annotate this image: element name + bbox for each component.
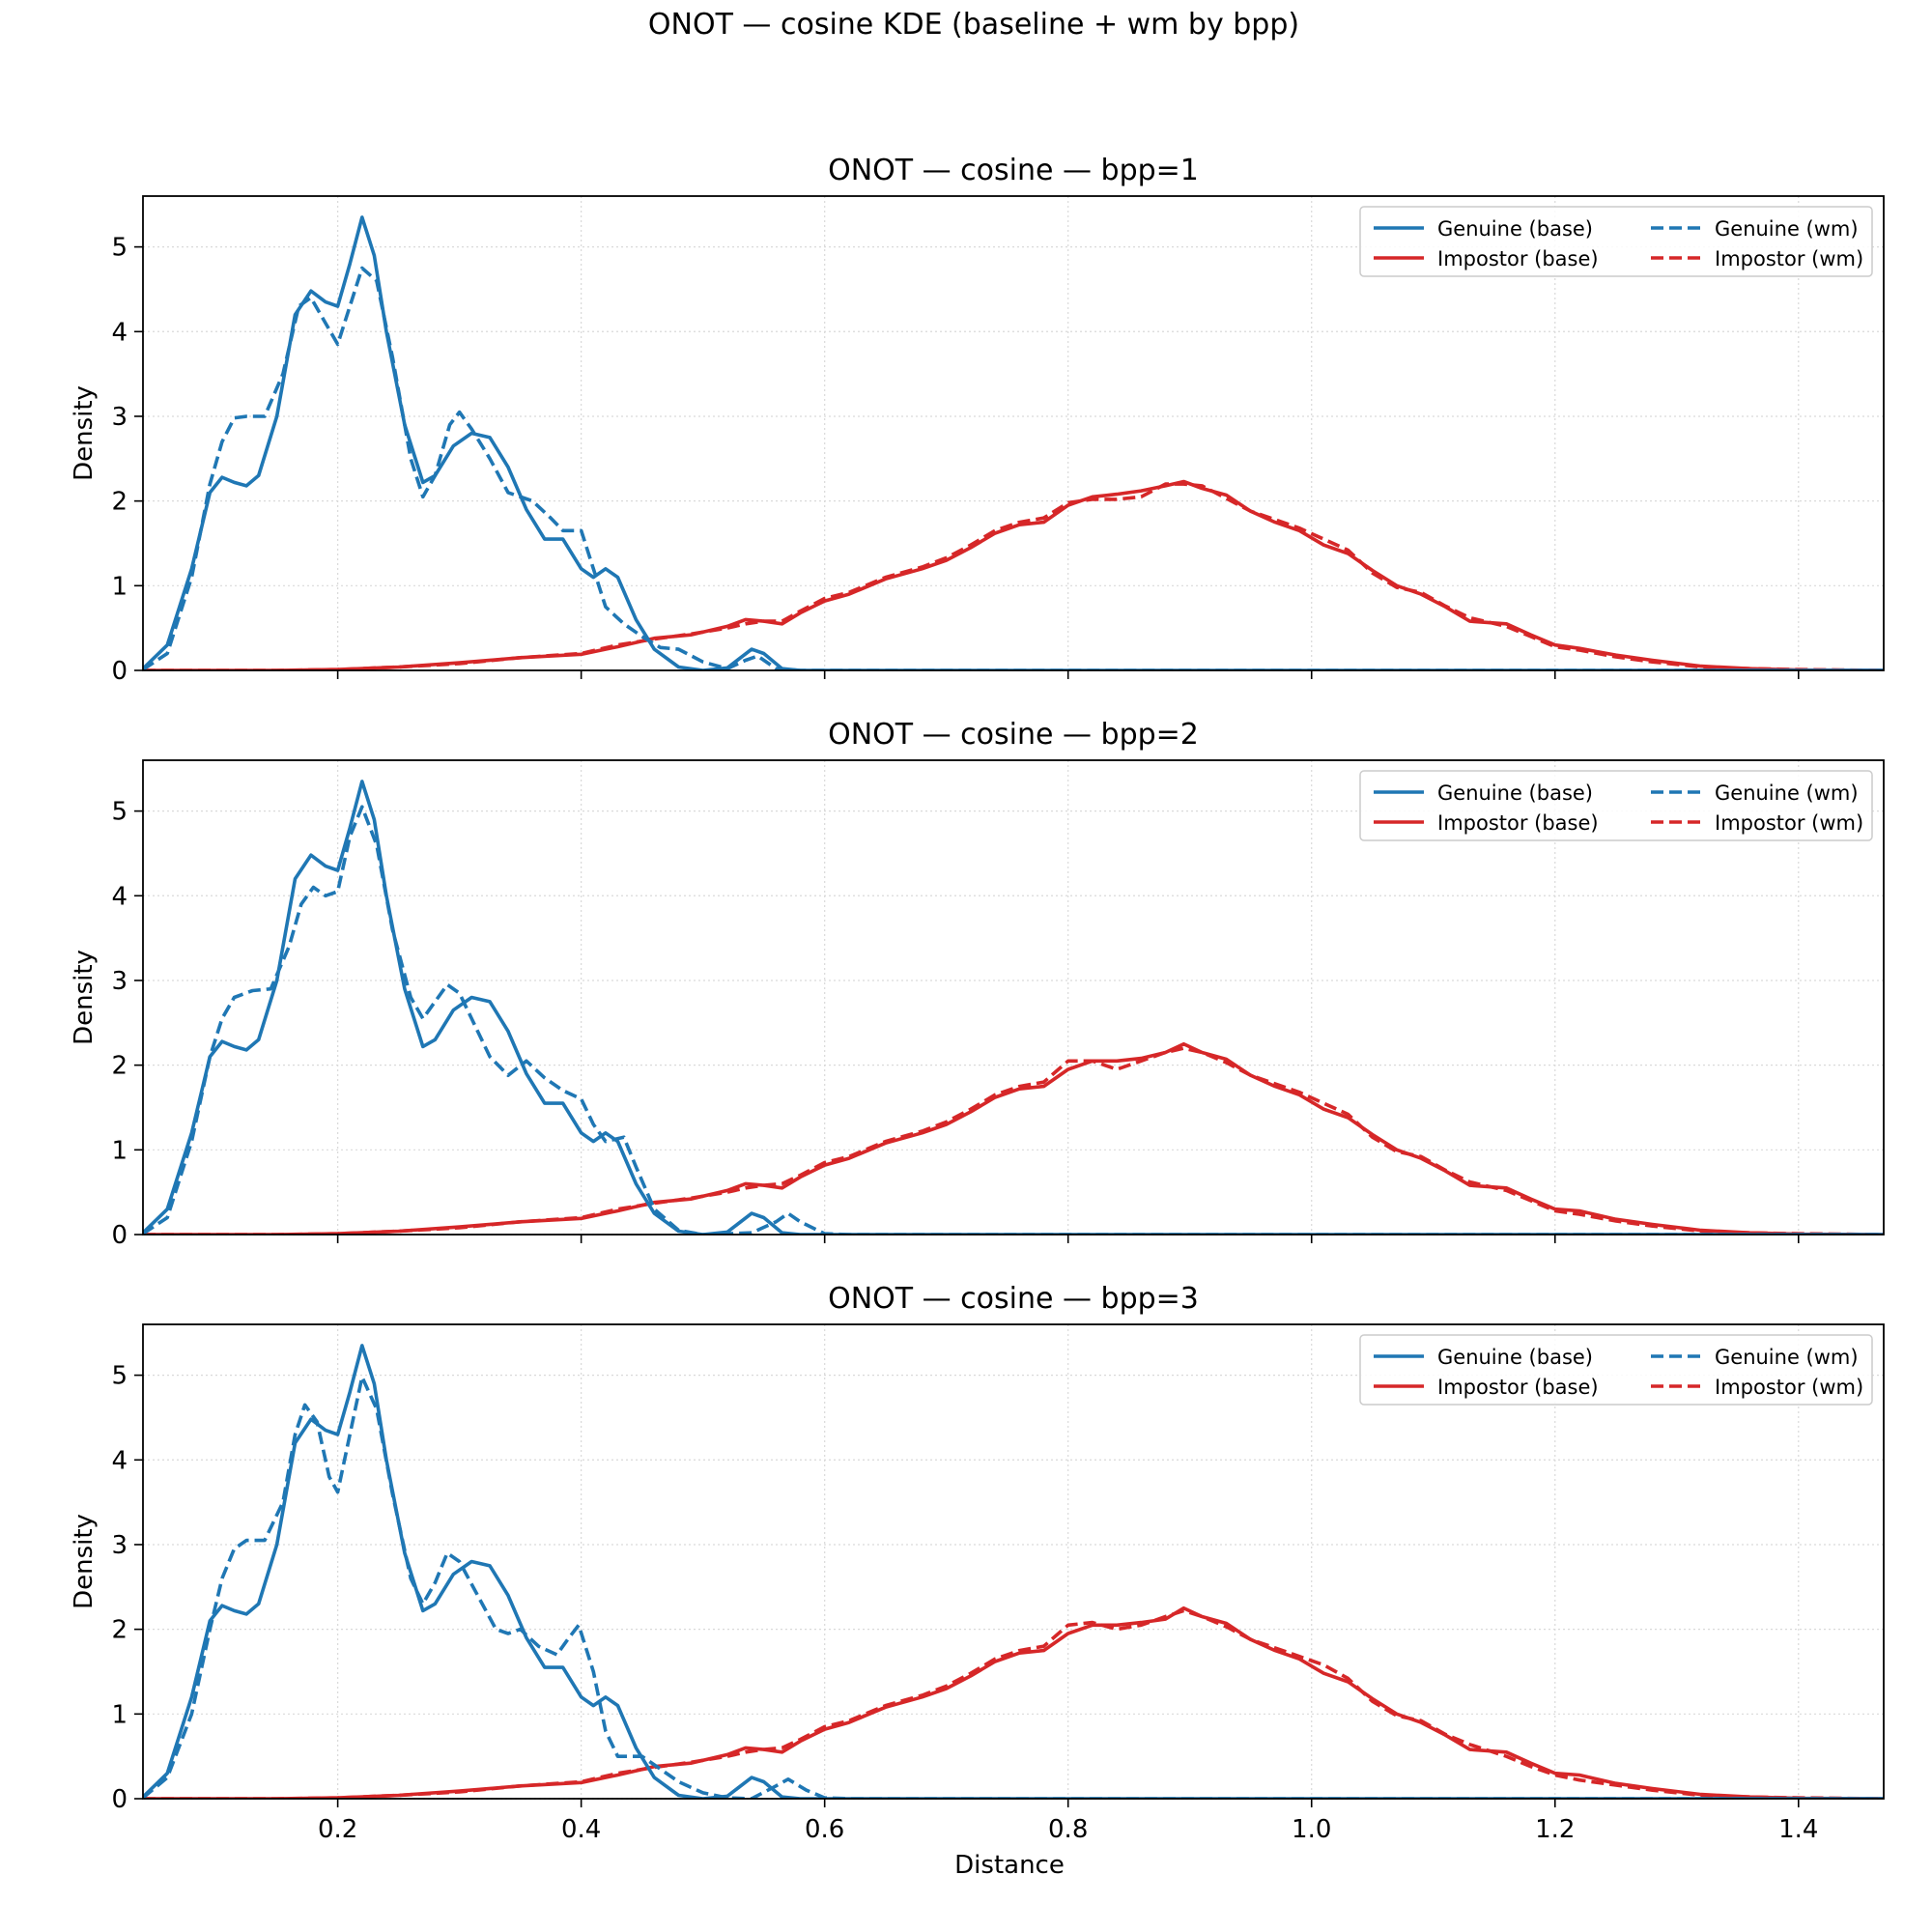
legend-label: Impostor (wm) — [1715, 247, 1863, 270]
series-line-impostor-wm — [143, 1608, 1884, 1799]
y-axis-label: Density — [70, 1514, 99, 1609]
legend-label: Genuine (wm) — [1715, 1346, 1859, 1369]
chart-panel-3: 0.2 0.4 0.6 0.8 1.0 1.2 1.4 0 1 2 3 4 5 Density ONOT —… — [70, 1282, 1885, 1844]
x-axis-label: Distance — [954, 1851, 1065, 1880]
chart-panel-2: 0 1 2 3 4 5 Density ONOT — cosine — bpp=2 Genuin… — [70, 718, 1885, 1250]
series-line-genuine-base — [143, 215, 1884, 670]
legend-label: Genuine (wm) — [1715, 781, 1859, 805]
legend-label: Impostor (base) — [1437, 1376, 1599, 1399]
y-tick-label: 3 — [111, 1531, 128, 1560]
figure-suptitle: ONOT — cosine KDE (baseline + wm by bpp) — [648, 8, 1299, 42]
axes-frame — [142, 1323, 1885, 1800]
legend-label: Genuine (base) — [1437, 217, 1593, 241]
y-tick-label: 0 — [111, 1785, 128, 1814]
y-tick-label: 4 — [111, 882, 128, 911]
y-tick-label: 4 — [111, 1446, 128, 1475]
y-tick-label: 0 — [111, 1221, 128, 1250]
panel-title: ONOT — cosine — bpp=1 — [828, 154, 1199, 187]
x-tick-label: 0.8 — [1048, 1815, 1088, 1844]
y-tick-label: 5 — [111, 798, 128, 827]
panel-title: ONOT — cosine — bpp=2 — [828, 718, 1199, 752]
panels-container: 0 1 2 3 4 5 Density ONOT — cosine — bpp=1 Genuin… — [70, 154, 1885, 1844]
legend-label: Impostor (base) — [1437, 247, 1599, 270]
series-line-genuine-wm — [143, 805, 1884, 1235]
legend-label: Genuine (wm) — [1715, 217, 1859, 241]
legend-label: Impostor (wm) — [1715, 811, 1863, 835]
y-tick-label: 4 — [111, 318, 128, 347]
x-tick-label: 0.4 — [561, 1815, 601, 1844]
x-tick-label: 1.4 — [1778, 1815, 1818, 1844]
x-tick-label: 1.0 — [1292, 1815, 1331, 1844]
y-tick-label: 1 — [111, 1700, 128, 1729]
y-tick-label: 2 — [111, 1616, 128, 1645]
legend-box — [1359, 770, 1873, 841]
legend-label: Impostor (base) — [1437, 811, 1599, 835]
legend-box — [1359, 206, 1873, 277]
y-tick-label: 2 — [111, 488, 128, 517]
y-axis-label: Density — [70, 385, 99, 481]
x-tick-label: 0.6 — [805, 1815, 844, 1844]
series-line-genuine-wm — [143, 1375, 1884, 1799]
series-line-genuine-base — [143, 1344, 1884, 1799]
legend: Genuine (base) Genuine (wm) Impostor (base… — [1359, 1334, 1873, 1406]
legend: Genuine (base) Genuine (wm) Impostor (base… — [1359, 206, 1873, 277]
axes-frame — [142, 195, 1885, 671]
series-line-impostor-base — [143, 1041, 1884, 1235]
x-tick-label: 1.2 — [1535, 1815, 1575, 1844]
axes-frame — [142, 759, 1885, 1236]
legend-label: Genuine (base) — [1437, 781, 1593, 805]
series-line-impostor-base — [143, 479, 1884, 670]
legend-label: Impostor (wm) — [1715, 1376, 1863, 1399]
y-tick-label: 5 — [111, 234, 128, 263]
y-tick-label: 3 — [111, 403, 128, 432]
x-tick-label: 0.2 — [318, 1815, 357, 1844]
series-line-impostor-wm — [143, 1046, 1884, 1235]
y-axis-label: Density — [70, 950, 99, 1045]
y-tick-label: 1 — [111, 1136, 128, 1165]
y-tick-label: 0 — [111, 657, 128, 686]
series-line-genuine-wm — [143, 266, 1884, 670]
y-tick-label: 5 — [111, 1362, 128, 1391]
series-line-impostor-wm — [143, 482, 1884, 670]
legend-box — [1359, 1334, 1873, 1406]
chart-panel-1: 0 1 2 3 4 5 Density ONOT — cosine — bpp=1 Genuin… — [70, 154, 1885, 686]
y-tick-label: 1 — [111, 572, 128, 601]
y-tick-label: 3 — [111, 967, 128, 996]
panel-title: ONOT — cosine — bpp=3 — [828, 1282, 1199, 1316]
y-tick-label: 2 — [111, 1052, 128, 1081]
legend-label: Genuine (base) — [1437, 1346, 1593, 1369]
legend: Genuine (base) Genuine (wm) Impostor (base… — [1359, 770, 1873, 841]
